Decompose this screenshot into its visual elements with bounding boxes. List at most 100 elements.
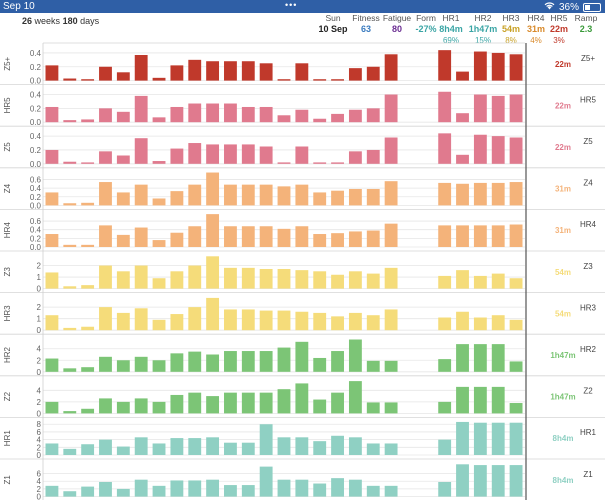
bar (45, 358, 59, 372)
bar (224, 226, 237, 247)
bar (295, 311, 309, 331)
metric-hr4-percent: 4% (530, 36, 542, 45)
summary-header: 26 weeks 180 days Sun 10 Sep Fitness 63 Fati… (0, 13, 605, 46)
metric-hr5-percent: 3% (553, 36, 565, 45)
bar (509, 278, 523, 289)
bar (241, 61, 255, 81)
bar (348, 151, 362, 164)
tick-label: 0.4 (30, 184, 42, 193)
bar (331, 435, 344, 455)
bar (456, 344, 469, 372)
row-title: HR5 (3, 97, 12, 114)
bar (348, 271, 362, 289)
bar (116, 401, 130, 414)
bar (241, 226, 255, 247)
weeks-label: weeks (34, 16, 61, 26)
bar (259, 146, 273, 164)
bar (491, 136, 505, 164)
bar (81, 444, 95, 455)
bar (491, 225, 505, 247)
bar (224, 103, 237, 123)
bar (224, 351, 237, 372)
bar (206, 479, 220, 497)
bar (63, 448, 77, 455)
bar (63, 491, 77, 497)
bar (134, 479, 148, 497)
bar (366, 273, 380, 289)
bar (206, 61, 220, 81)
chart-row-hr4: 0.00.20.40.6 HR4 31m HR4 (0, 214, 605, 252)
row-total: 8h4m (553, 434, 574, 443)
bar (134, 184, 148, 206)
bar (509, 361, 523, 372)
bar (509, 319, 523, 331)
bar (152, 198, 166, 206)
bar (241, 442, 255, 455)
metric-hr4: HR4 31m 4% (514, 13, 558, 46)
bar (188, 59, 202, 81)
bar (331, 113, 344, 123)
bar (456, 270, 469, 289)
bar (509, 54, 523, 81)
bar (241, 144, 255, 164)
bar (259, 466, 273, 497)
bar (438, 182, 452, 206)
bar (224, 485, 237, 497)
metric-hr2-label: HR2 (474, 13, 492, 23)
bar (277, 268, 291, 289)
metric-hr3: HR3 54m 8% (489, 13, 533, 46)
bar (224, 267, 237, 289)
bar (295, 146, 309, 164)
bar (366, 108, 380, 123)
metric-hr3-label: HR3 (502, 13, 520, 23)
metric-hr3-value: 54m (501, 24, 520, 34)
bar (384, 402, 398, 414)
metric-form-value: -27% (415, 24, 437, 34)
bar (277, 115, 291, 123)
bar (45, 234, 59, 247)
row-label: HR5 (580, 95, 597, 104)
bar (188, 307, 202, 331)
bar (116, 72, 130, 81)
bar (206, 256, 220, 289)
bar (188, 103, 202, 123)
bar (63, 368, 77, 372)
bar (348, 231, 362, 247)
bar (134, 356, 148, 372)
battery-icon (583, 2, 601, 12)
bar (313, 483, 327, 497)
row-label: Z4 (583, 179, 593, 188)
date-range[interactable]: 26 weeks 180 days (22, 16, 99, 26)
bar (206, 214, 220, 247)
bar (456, 71, 469, 81)
tick-label: 0.4 (30, 49, 42, 58)
bar (348, 479, 362, 497)
bar (99, 182, 112, 206)
row-title: Z1 (3, 475, 12, 485)
bar (241, 392, 255, 414)
multitasking-dots-icon[interactable]: ••• (285, 0, 298, 10)
bar (438, 359, 452, 372)
tick-label: 8 (37, 420, 42, 429)
bar (134, 54, 148, 81)
bar (509, 422, 523, 455)
wifi-icon (544, 1, 555, 13)
row-title: HR1 (3, 430, 12, 447)
bar (99, 151, 112, 164)
bar (384, 137, 398, 164)
row-label: Z5 (583, 137, 593, 146)
metric-fatigue: Fatigue 80 (375, 13, 419, 35)
bar (313, 79, 327, 81)
bar (277, 479, 291, 497)
tick-label: 0 (37, 285, 42, 294)
tick-label: 0.2 (30, 104, 42, 113)
bar (116, 155, 130, 164)
bar (491, 422, 505, 455)
row-title: Z3 (3, 267, 12, 277)
bar (45, 192, 59, 206)
bar (170, 314, 184, 331)
bar (313, 399, 327, 414)
bar (509, 465, 523, 497)
metric-sun: Sun 10 Sep (311, 13, 355, 35)
row-title: Z5 (3, 142, 12, 152)
